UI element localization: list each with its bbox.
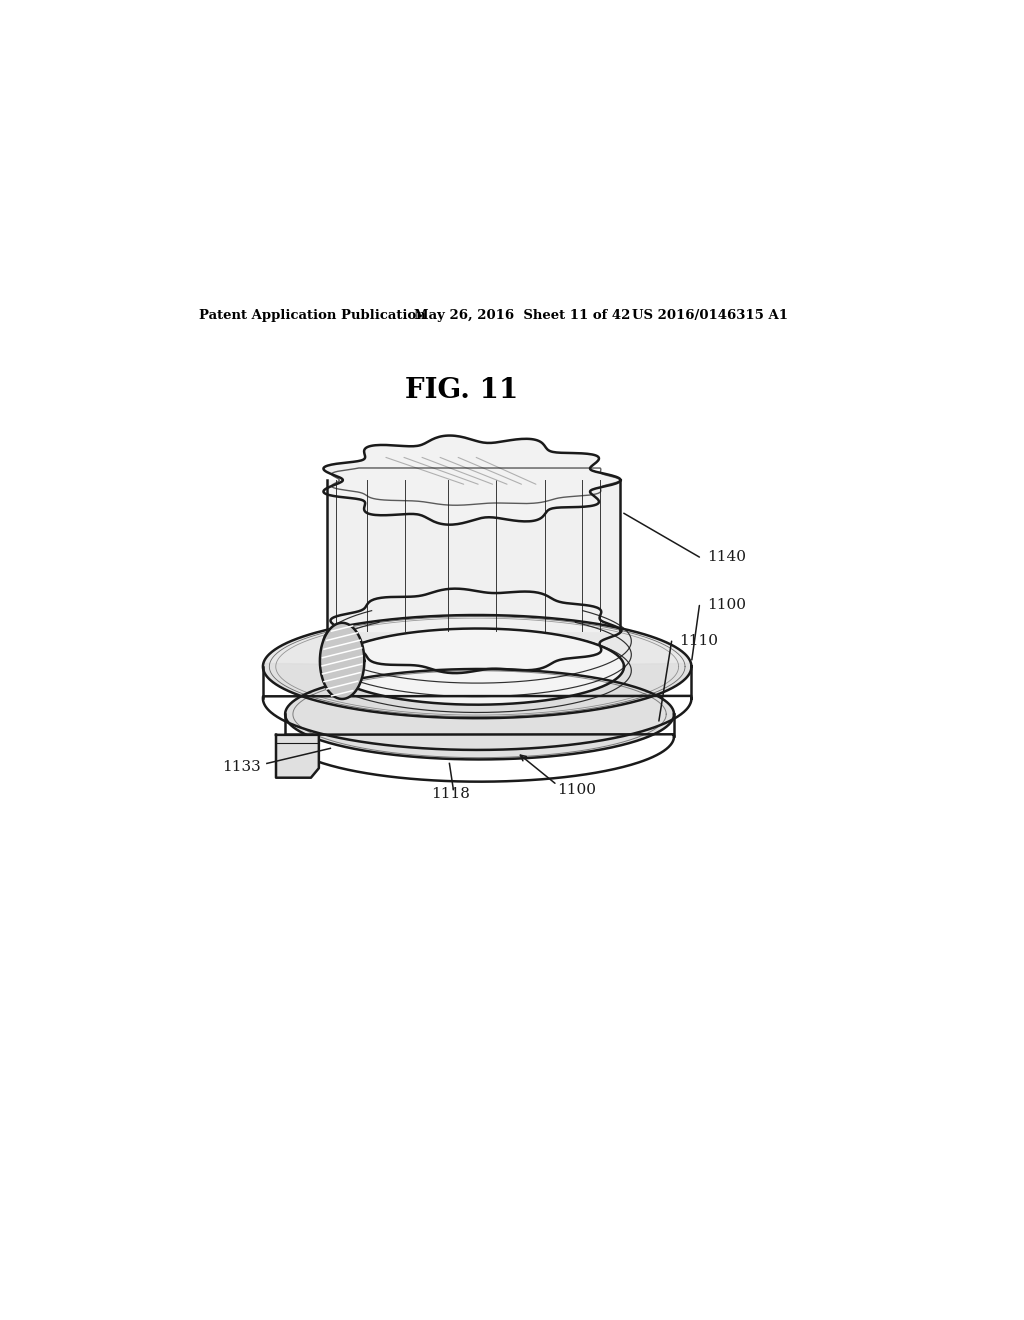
- Polygon shape: [285, 669, 674, 759]
- Polygon shape: [276, 735, 318, 777]
- Text: 1100: 1100: [708, 598, 746, 612]
- Polygon shape: [263, 664, 691, 718]
- Text: May 26, 2016  Sheet 11 of 42: May 26, 2016 Sheet 11 of 42: [414, 309, 630, 322]
- Text: 1110: 1110: [680, 634, 719, 648]
- Text: FIG. 11: FIG. 11: [404, 378, 518, 404]
- Polygon shape: [324, 436, 621, 524]
- Text: 1140: 1140: [708, 550, 746, 564]
- Text: Patent Application Publication: Patent Application Publication: [200, 309, 426, 322]
- Text: 1118: 1118: [431, 787, 470, 800]
- Polygon shape: [319, 623, 365, 700]
- Polygon shape: [327, 480, 620, 631]
- Text: 1100: 1100: [557, 783, 596, 797]
- Polygon shape: [263, 615, 691, 718]
- Text: US 2016/0146315 A1: US 2016/0146315 A1: [632, 309, 787, 322]
- Polygon shape: [331, 628, 624, 705]
- Text: 1133: 1133: [221, 759, 260, 774]
